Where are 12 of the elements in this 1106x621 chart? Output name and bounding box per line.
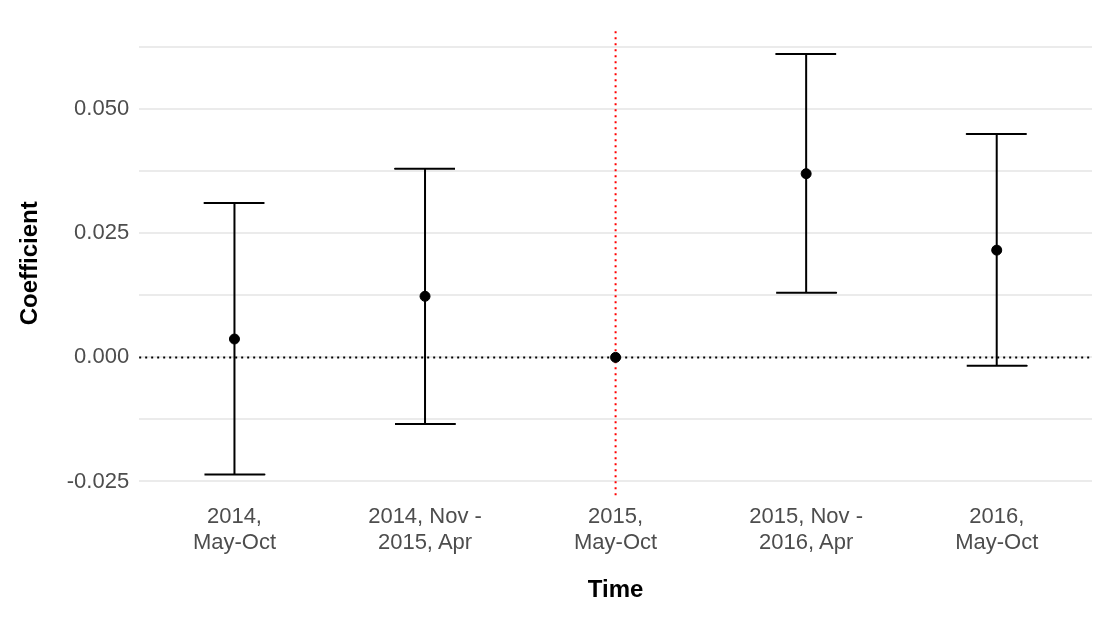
y-tick-label: 0.050 [74,95,130,121]
point [610,351,622,363]
y-axis-title: Coefficient [15,201,43,326]
y-tick-label: -0.025 [66,467,130,493]
x-tick-label: 2015, May-Oct [574,502,658,555]
y-tick-label: 0.025 [74,219,130,245]
x-tick-label: 2016, May-Oct [955,502,1039,555]
x-tick-label: 2014, May-Oct [192,502,277,555]
x-tick-label: 2014, Nov - 2015, Apr [368,502,482,555]
x-axis-title: Time [587,575,644,603]
y-tick-label: 0.000 [74,343,130,369]
x-tick-label: 2015, Nov - 2016, Apr [749,502,864,555]
